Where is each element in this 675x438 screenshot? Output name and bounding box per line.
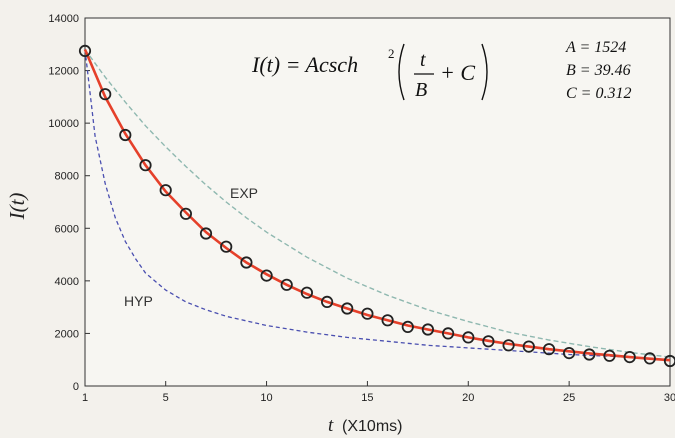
x-tick-label: 5 xyxy=(163,392,169,404)
data-point xyxy=(623,350,636,364)
data-point xyxy=(522,340,535,353)
data-point xyxy=(341,302,354,315)
data-point xyxy=(199,227,213,240)
axis-ticks: 1 5 10 15 20 25 300200040006000800010000120001… xyxy=(48,13,675,404)
plot-area xyxy=(84,17,671,387)
x-tick-label: 20 xyxy=(462,392,474,404)
y-tick-label: 6000 xyxy=(55,223,79,235)
equation-denominator: B xyxy=(415,79,427,101)
data-point xyxy=(462,331,475,344)
fit-equation: I(t) = Acsch 2 t B + C xyxy=(251,43,488,101)
data-point xyxy=(99,88,112,101)
equation-left-paren xyxy=(398,43,405,101)
data-point xyxy=(320,295,334,308)
y-tick-label: 14000 xyxy=(48,13,79,25)
param-c: C = 0.312 xyxy=(566,85,631,102)
equation-function: Acsch xyxy=(304,52,359,77)
data-point xyxy=(179,207,192,220)
data-point xyxy=(663,354,675,368)
data-point xyxy=(583,348,596,361)
y-axis-title: I(t) xyxy=(5,193,29,221)
param-b: B = 39.46 xyxy=(566,62,631,79)
x-axis-unit: (X10ms) xyxy=(342,418,402,435)
x-tick-label: 25 xyxy=(563,392,575,404)
series-layer xyxy=(78,44,675,368)
y-tick-label: 12000 xyxy=(48,66,79,78)
data-point xyxy=(502,339,515,352)
y-tick-label: 8000 xyxy=(55,171,79,183)
exp-curve-label: EXP xyxy=(230,185,258,201)
equation-power: 2 xyxy=(388,46,395,61)
data-point xyxy=(562,346,576,360)
data-point xyxy=(603,349,616,362)
data-point xyxy=(421,323,434,336)
data-point xyxy=(78,44,92,58)
y-tick-label: 2000 xyxy=(55,328,79,340)
x-axis-title: t (X10ms) xyxy=(328,415,402,436)
data-point xyxy=(441,327,455,340)
x-tick-label: 30 xyxy=(664,392,675,404)
y-tick-label: 4000 xyxy=(55,276,79,288)
fit-parameters: A = 1524 B = 39.46 C = 0.312 xyxy=(565,39,631,102)
equation-lhs: I(t) = Acsch xyxy=(251,52,358,77)
data-point xyxy=(260,269,273,282)
data-point xyxy=(280,278,293,291)
param-a: A = 1524 xyxy=(565,39,626,56)
equation-right-paren xyxy=(481,43,488,101)
x-axis-variable: t xyxy=(328,415,334,436)
data-point xyxy=(381,314,394,327)
x-tick-label: 15 xyxy=(361,392,373,404)
data-point xyxy=(542,343,556,356)
data-point xyxy=(300,286,313,299)
data-point xyxy=(119,128,132,142)
data-point xyxy=(220,240,233,253)
data-point xyxy=(139,159,152,172)
exp-series-line xyxy=(84,49,671,358)
hyp-series-line xyxy=(84,49,671,361)
data-point xyxy=(240,256,253,269)
data-point xyxy=(482,335,495,348)
hyp-curve-label: HYP xyxy=(124,293,153,309)
data-point xyxy=(643,352,656,365)
y-tick-label: 0 xyxy=(73,381,79,393)
data-point xyxy=(361,307,374,320)
equation-suffix: + C xyxy=(440,60,475,85)
data-point xyxy=(401,320,414,333)
equation-numerator: t xyxy=(420,49,426,71)
x-tick-label: 10 xyxy=(260,392,272,404)
x-tick-label: 1 xyxy=(82,392,88,404)
data-point xyxy=(159,184,172,197)
y-tick-label: 10000 xyxy=(48,118,79,130)
